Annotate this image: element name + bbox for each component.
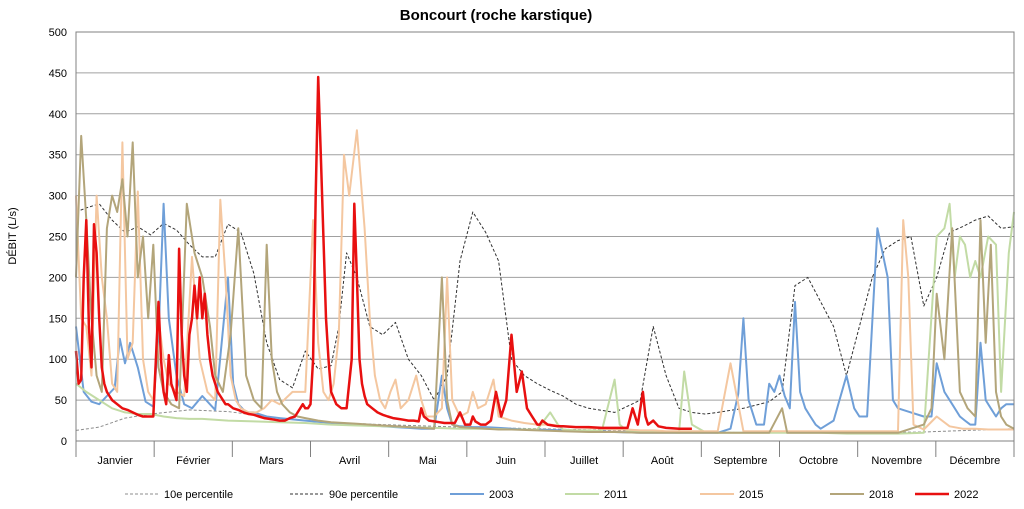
month-label: Mai (419, 455, 437, 467)
legend-label: 2022 (954, 489, 978, 501)
series-line-2015 (75, 129, 1014, 433)
month-label: Juin (496, 455, 516, 467)
month-label: Décembre (950, 455, 1001, 467)
y-tick-label: 300 (49, 191, 67, 203)
legend-label: 2015 (739, 489, 763, 501)
month-label: Avril (339, 455, 360, 467)
y-tick-labels: 0 50 100 150 200 250 300 350 400 450 500 (49, 27, 67, 448)
series-lines (74, 75, 1015, 435)
y-tick-label: 400 (49, 109, 67, 121)
legend-label: 2011 (604, 489, 628, 501)
legend-label: 90e percentile (329, 489, 398, 501)
y-tick-label: 350 (49, 150, 67, 162)
legend-label: 2003 (489, 489, 513, 501)
month-label: Juillet (570, 455, 598, 467)
y-tick-label: 0 (61, 436, 67, 448)
series-line-2018 (75, 134, 1015, 434)
month-label: Octobre (799, 455, 838, 467)
y-axis-label: DÉBIT (L/s) (6, 207, 19, 264)
month-label: Août (651, 455, 674, 467)
y-tick-label: 250 (49, 232, 67, 244)
month-label: Mars (259, 455, 284, 467)
plot-area-border (75, 31, 1015, 442)
y-tick-label: 150 (49, 313, 67, 325)
y-tick-label: 100 (49, 354, 67, 366)
y-tick-label: 450 (49, 68, 67, 80)
chart-title: Boncourt (roche karstique) (400, 7, 593, 24)
month-label: Janvier (97, 455, 133, 467)
month-label: Février (176, 455, 211, 467)
y-tick-label: 500 (49, 27, 67, 39)
month-label: Septembre (714, 455, 768, 467)
series-line-2022 (74, 75, 692, 430)
month-label: Novembre (871, 455, 922, 467)
legend-label: 10e percentile (164, 489, 233, 501)
y-tick-label: 200 (49, 272, 67, 284)
legend-label: 2018 (869, 489, 893, 501)
month-labels: Janvier Février Mars Avril Mai Juin Juillet Aoû… (75, 441, 1015, 467)
y-tick-label: 50 (55, 395, 67, 407)
legend: 10e percentile 90e percentile 2003 2011 2015… (125, 489, 978, 501)
series-line-90e-percentile (75, 203, 1015, 415)
